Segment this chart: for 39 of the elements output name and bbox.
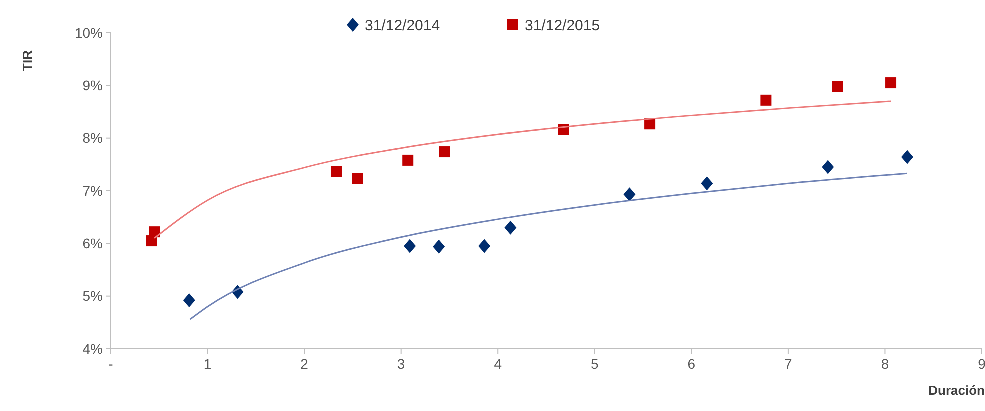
line-series: [190, 172, 908, 320]
point: [701, 176, 714, 191]
x-tick-label: 5: [590, 356, 599, 372]
x-tick-label: 3: [397, 356, 406, 372]
y-axis-title: TIR: [20, 50, 35, 72]
point: [624, 188, 636, 202]
y-tick-label: 5%: [82, 288, 103, 304]
point: [404, 239, 416, 254]
x-tick-label: -: [108, 356, 114, 372]
point: [886, 78, 897, 89]
legend-label: 31/12/2014: [365, 17, 440, 34]
x-tick-label: 4: [494, 356, 502, 372]
point: [402, 154, 414, 166]
point: [183, 294, 196, 308]
x-tick-label: 1: [204, 356, 212, 372]
point: [149, 226, 160, 238]
y-tick-label: 9%: [82, 78, 103, 94]
x-axis-title: Duración: [928, 383, 985, 398]
point: [504, 220, 517, 235]
point: [822, 160, 834, 174]
point: [901, 150, 914, 164]
point: [832, 81, 844, 92]
point: [439, 146, 450, 158]
point: [760, 94, 772, 106]
x-tick-label: 6: [688, 356, 696, 372]
y-tick-label: 7%: [82, 182, 103, 199]
y-tick-label: 4%: [82, 340, 103, 357]
y-tick-label: 8%: [82, 130, 103, 146]
y-tick-label: 6%: [82, 236, 103, 252]
x-tick-label: 2: [300, 356, 309, 372]
x-tick-label: 7: [784, 356, 793, 372]
point: [478, 239, 491, 254]
legend-label: 31/12/2015: [525, 17, 600, 34]
x-tick-label: 8: [881, 356, 890, 372]
point: [352, 173, 364, 184]
point: [330, 166, 342, 178]
x-tick-label: 9: [978, 356, 985, 372]
y-tick-label: 10%: [74, 24, 103, 41]
point: [433, 240, 446, 254]
